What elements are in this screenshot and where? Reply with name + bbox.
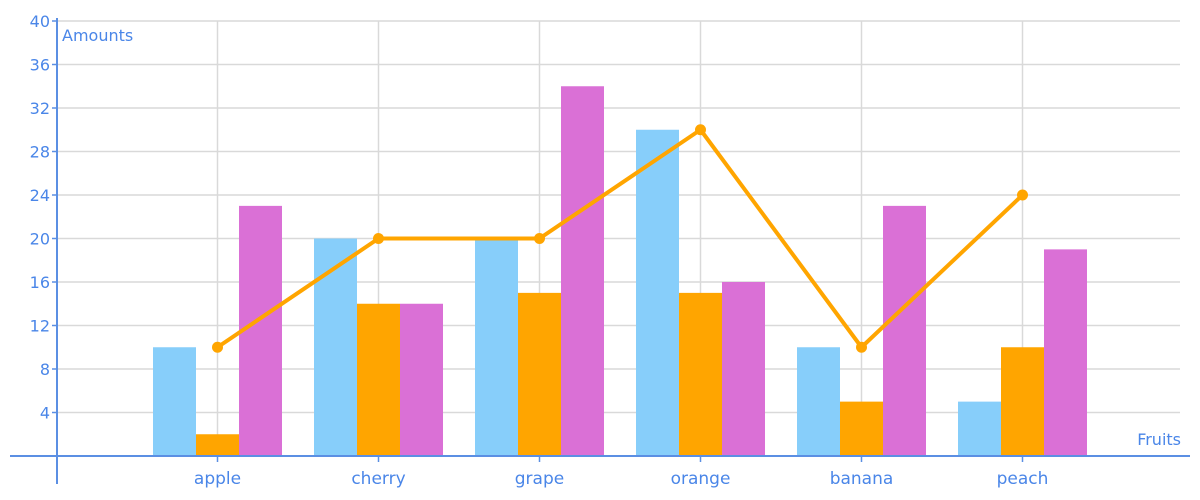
bar — [636, 129, 679, 456]
y-tick-label: 20 — [30, 230, 50, 249]
bar — [840, 401, 883, 456]
y-tick-label: 36 — [30, 56, 50, 75]
bar — [561, 86, 604, 456]
line-point — [856, 341, 867, 353]
x-axis-title: Fruits — [1137, 430, 1181, 449]
series-line — [216, 127, 1024, 350]
bar — [883, 205, 926, 456]
line-layer — [212, 124, 1028, 353]
line-point — [373, 233, 384, 244]
line-point — [212, 341, 223, 353]
y-tick-label: 28 — [30, 143, 50, 162]
y-tick-label: 12 — [30, 317, 50, 336]
line-point — [695, 124, 706, 136]
y-tick-label: 32 — [30, 99, 50, 118]
axis-layer: 4 8 12 16 20 24 28 32 36 40 apple cherry grape orange… — [10, 12, 1190, 489]
bar — [518, 292, 561, 456]
bar — [239, 205, 282, 456]
y-axis-title: Amounts — [62, 26, 133, 45]
bar — [679, 292, 722, 456]
bar — [357, 303, 400, 456]
x-tick-label: apple — [194, 469, 241, 489]
y-tick-label: 8 — [40, 360, 50, 379]
line-point — [534, 233, 545, 244]
y-tick-label: 16 — [30, 273, 50, 292]
x-tick-label: orange — [671, 469, 731, 489]
x-tick-label: cherry — [351, 469, 405, 489]
bar — [797, 347, 840, 456]
bar — [1044, 249, 1087, 456]
bars-layer — [153, 86, 1087, 456]
y-tick-label: 40 — [30, 12, 50, 31]
x-tick-label: grape — [515, 469, 564, 489]
y-tick-label: 24 — [30, 186, 50, 205]
bar — [153, 347, 196, 456]
x-tick-label: banana — [830, 469, 894, 489]
bar — [314, 238, 357, 456]
bar — [1001, 347, 1044, 456]
bar — [475, 238, 518, 456]
y-tick-label: 4 — [40, 404, 50, 423]
x-tick-label: peach — [997, 469, 1049, 489]
bar — [196, 434, 239, 456]
bar — [958, 401, 1001, 456]
line-point — [1017, 189, 1028, 201]
bar — [722, 282, 765, 456]
bar — [400, 303, 443, 456]
